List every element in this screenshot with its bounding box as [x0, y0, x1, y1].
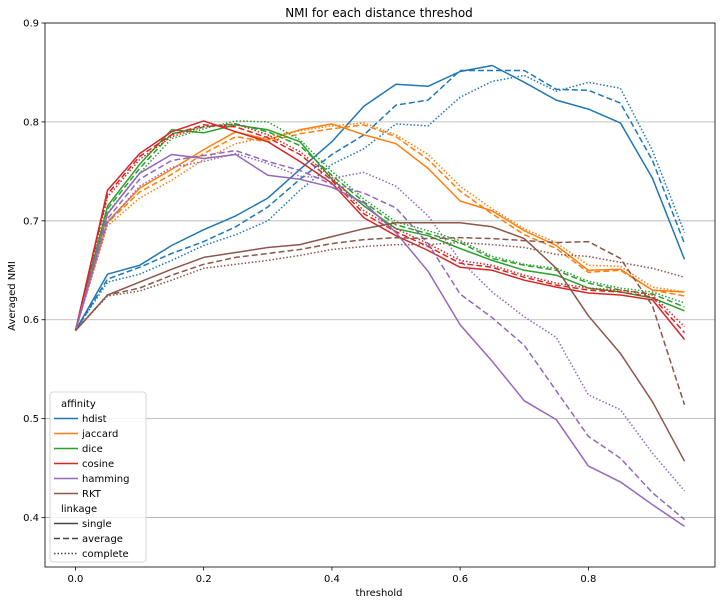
legend-label-cosine: cosine: [82, 459, 114, 470]
series-line-hdist-complete: [74, 74, 686, 332]
y-tick-label: 0.8: [23, 117, 39, 128]
x-tick-label: 0.8: [580, 574, 596, 585]
series-layer: [74, 64, 686, 528]
series-line-hdist-single: [74, 64, 686, 331]
legend-linkage-title: linkage: [61, 504, 97, 515]
legend-label-complete: complete: [82, 549, 129, 560]
legend-label-dice: dice: [82, 444, 103, 455]
x-tick-label: 0.4: [324, 574, 340, 585]
x-tick-label: 0.0: [68, 574, 84, 585]
x-tick-label: 0.2: [196, 574, 212, 585]
legend-label-hamming: hamming: [82, 474, 129, 485]
series-line-hdist-average: [74, 69, 686, 331]
series-line-cosine-single: [74, 120, 686, 340]
series-line-cosine-complete: [74, 123, 686, 331]
legend: affinity hdist jaccard dice cosine hamming RKT…: [49, 391, 147, 563]
y-tick-label: 0.9: [23, 19, 39, 30]
x-tick-label: 0.6: [452, 574, 468, 585]
y-tick-label: 0.4: [23, 513, 39, 524]
legend-label-single: single: [82, 519, 112, 530]
series-line-jaccard-average: [74, 124, 685, 331]
legend-label-RKT: RKT: [82, 489, 102, 500]
series-line-hamming-complete: [74, 152, 686, 492]
chart-title: NMI for each distance threshod: [285, 6, 473, 20]
legend-label-hdist: hdist: [82, 414, 107, 425]
y-tick-label: 0.7: [23, 216, 39, 227]
plot-frame: [44, 22, 716, 568]
series-line-RKT-average: [74, 236, 686, 406]
y-tick-label: 0.6: [23, 315, 39, 326]
y-axis-label: Averaged NMI: [7, 261, 18, 331]
series-line-hamming-single: [74, 153, 685, 528]
series-line-hamming-average: [74, 149, 685, 521]
series-line-dice-complete: [74, 120, 685, 331]
axis-ticks: 0.4 0.5 0.6 0.7 0.8 0.9 0.0 0.2 0.4 0.6 0.8: [23, 19, 596, 586]
series-line-cosine-average: [74, 124, 686, 334]
y-tick-label: 0.5: [23, 414, 39, 425]
series-line-RKT-single: [74, 222, 686, 462]
legend-affinity-title: affinity: [61, 399, 96, 410]
series-line-jaccard-complete: [74, 122, 685, 331]
legend-box: [49, 391, 147, 563]
legend-label-jaccard: jaccard: [81, 429, 118, 440]
legend-label-average: average: [82, 534, 123, 545]
x-axis-label: threshold: [355, 588, 402, 599]
series-line-RKT-complete: [74, 241, 685, 332]
